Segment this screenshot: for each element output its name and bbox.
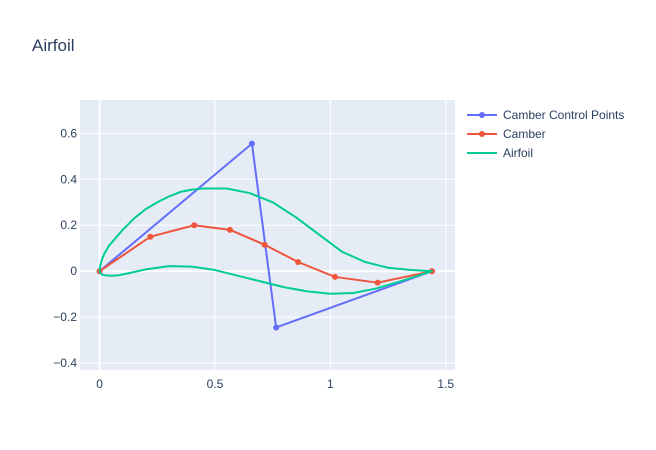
legend[interactable]: Camber Control Points Camber Airfoil [467, 108, 624, 160]
grid-lines [80, 100, 455, 370]
legend-marker [479, 112, 485, 118]
legend-item-camber[interactable]: Camber [467, 127, 546, 141]
x-tick-label: 1.5 [437, 377, 454, 391]
series-line-airfoil [98, 187, 433, 295]
data-point-camber-control-points[interactable] [248, 140, 255, 147]
legend-label: Airfoil [503, 146, 533, 160]
legend-label: Camber Control Points [503, 108, 624, 122]
x-tick-label: 0 [96, 377, 103, 391]
y-tick-label: −0.4 [53, 356, 77, 370]
data-point-camber[interactable] [227, 226, 233, 233]
legend-marker [479, 131, 485, 137]
y-tick-label: 0.6 [60, 126, 77, 140]
data-point-camber-control-points[interactable] [273, 324, 280, 331]
series-airfoil [98, 187, 433, 295]
x-tick-label: 1 [327, 377, 334, 391]
data-point-camber[interactable] [261, 241, 268, 248]
data-point-camber[interactable] [374, 279, 381, 286]
y-tick-label: 0 [70, 264, 77, 278]
series-layer [96, 140, 435, 331]
series-line-camber-control-points [98, 142, 433, 329]
chart-title: Airfoil [32, 36, 75, 55]
legend-label: Camber [503, 127, 546, 141]
data-point-camber[interactable] [191, 222, 198, 229]
x-axis-ticks: 0 0.5 1 1.5 [96, 377, 454, 391]
legend-item-airfoil[interactable]: Airfoil [467, 146, 533, 160]
data-point-camber[interactable] [332, 273, 338, 280]
x-tick-label: 0.5 [207, 377, 224, 391]
legend-item-camber-control-points[interactable]: Camber Control Points [467, 108, 624, 122]
y-tick-label: −0.2 [53, 310, 77, 324]
plot-area [80, 100, 455, 370]
y-tick-label: 0.2 [60, 218, 77, 232]
series-camber [96, 222, 435, 286]
data-point-camber[interactable] [147, 233, 154, 240]
y-tick-label: 0.4 [60, 172, 77, 186]
data-point-camber[interactable] [295, 259, 302, 265]
y-axis-ticks: −0.4 −0.2 0 0.2 0.4 0.6 [53, 126, 77, 370]
